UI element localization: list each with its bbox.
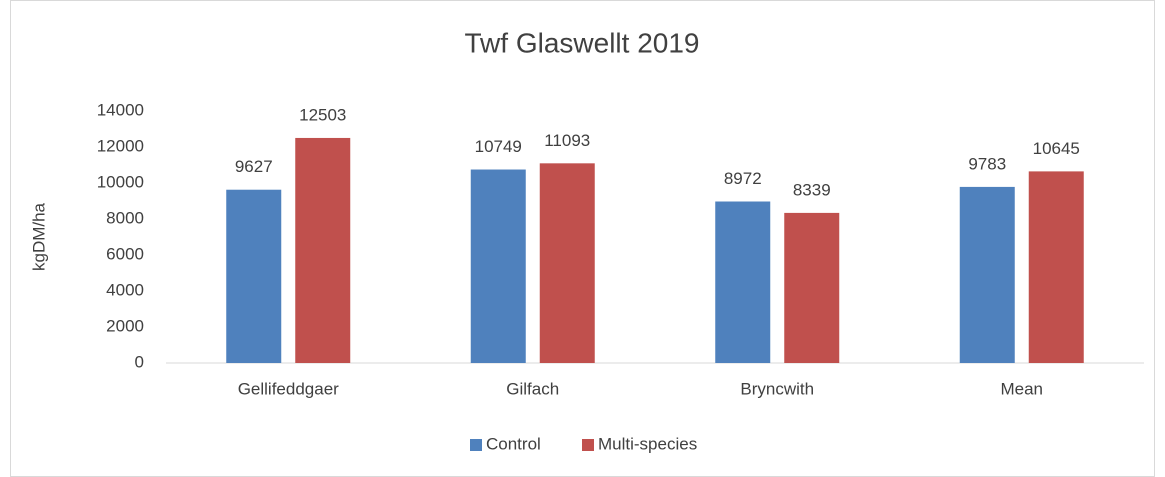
y-tick-label: 4000 [106,280,144,299]
data-label: 11093 [544,131,590,150]
legend-swatch [582,439,594,451]
x-tick-label: Bryncwith [740,379,814,398]
x-tick-label: Mean [1000,379,1043,398]
y-tick-label: 14000 [97,100,144,119]
legend-swatch [470,439,482,451]
data-label: 9627 [235,157,273,176]
bar [1028,171,1084,363]
y-tick-label: 0 [135,352,144,371]
bar [226,189,282,363]
bar [470,169,526,363]
data-label: 8972 [724,169,762,188]
legend-label: Multi-species [598,434,697,453]
data-label: 10749 [475,137,522,156]
y-tick-label: 6000 [106,244,144,263]
y-tick-label: 8000 [106,208,144,227]
legend-label: Control [486,434,541,453]
chart-title: Twf Glaswellt 2019 [465,27,700,58]
y-axis-label: kgDM/ha [29,202,48,271]
x-tick-label: Gilfach [506,379,559,398]
y-tick-label: 10000 [97,172,144,191]
bar [295,137,351,363]
bar [959,186,1015,363]
data-label: 9783 [968,154,1006,173]
bar [539,163,595,363]
data-label: 10645 [1033,139,1080,158]
y-tick-label: 12000 [97,136,144,155]
bar [715,201,771,363]
data-label: 12503 [299,105,346,124]
y-tick-label: 2000 [106,316,144,335]
bar [784,212,840,363]
x-tick-label: Gellifeddgaer [238,379,339,398]
data-label: 8339 [793,180,831,199]
